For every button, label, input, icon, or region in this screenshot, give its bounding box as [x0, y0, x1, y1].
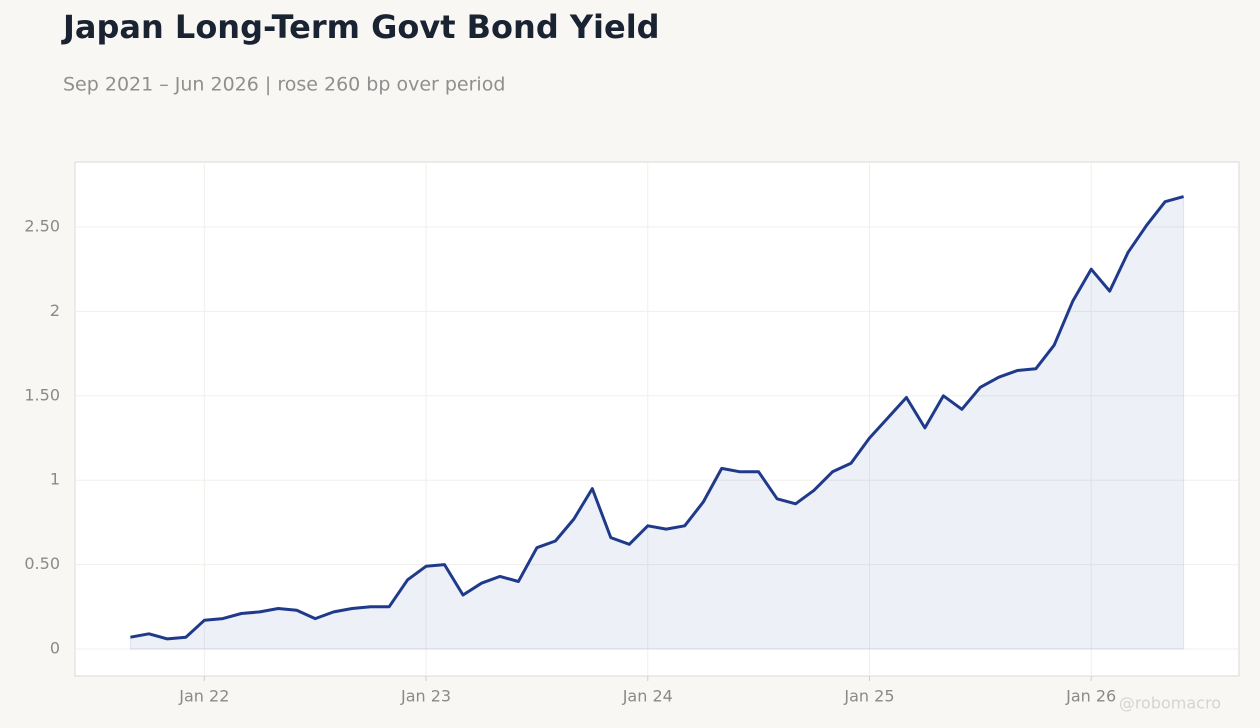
x-tick-label: Jan 24: [622, 687, 673, 706]
y-tick-label: 1: [50, 470, 60, 489]
y-tick-label: 0: [50, 638, 60, 657]
watermark: @robomacro: [1119, 694, 1221, 713]
y-tick-label: 2.50: [24, 216, 60, 235]
line: [130, 195, 1184, 641]
y-tick-label: 1.50: [24, 385, 60, 404]
x-tick-label: Jan 23: [400, 687, 451, 706]
plot-area: [74, 161, 1240, 677]
x-tick-label: Jan 26: [1065, 687, 1116, 706]
chart-subtitle: Sep 2021 – Jun 2026 | rose 260 bp over p…: [63, 74, 505, 96]
x-tick-label: Jan 25: [843, 687, 894, 706]
y-tick-label: 0.50: [24, 554, 60, 573]
chart-title: Japan Long-Term Govt Bond Yield: [61, 8, 660, 46]
y-tick-label: 2: [50, 301, 60, 320]
x-tick-label: Jan 22: [178, 687, 229, 706]
